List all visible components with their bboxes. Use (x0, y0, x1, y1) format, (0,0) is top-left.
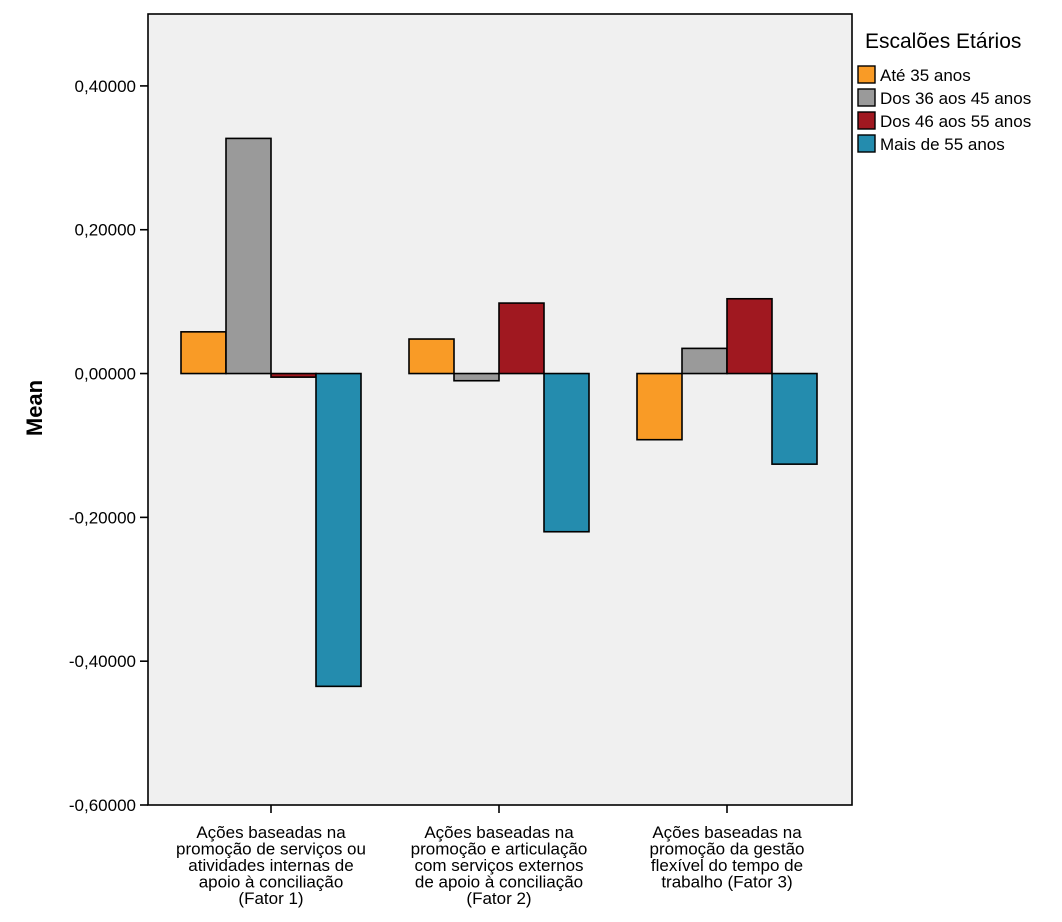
bar-2-category-1 (225, 137, 272, 375)
bar-2-category-2 (453, 372, 500, 382)
legend-title: Escalões Etários (865, 30, 1021, 53)
x-tick-label-line: Ações baseadas na (424, 823, 574, 842)
x-tick-label-line: com serviços externos (414, 856, 583, 875)
x-tick-label-line: Ações baseadas na (196, 823, 346, 842)
y-tick-label: 0,00000 (75, 365, 136, 384)
x-tick-label-line: apoio à conciliação (199, 873, 344, 892)
legend-label: Mais de 55 anos (880, 135, 1005, 154)
y-tick-label: 0,20000 (75, 221, 136, 240)
legend-swatch (857, 65, 876, 84)
x-axis: Ações baseadas na promoção de serviços ou… (176, 805, 805, 908)
y-tick-label: -0,40000 (69, 652, 136, 671)
legend-swatch (857, 111, 876, 130)
x-tick-label-line: promoção da gestão (650, 840, 805, 859)
x-tick-label: Ações baseadas na promoção de serviços ou… (176, 823, 366, 908)
y-axis-label: Mean (22, 380, 47, 436)
y-tick-label: 0,40000 (75, 77, 136, 96)
bar-2-category-3 (681, 347, 728, 375)
bar-1-category-2 (408, 338, 455, 375)
bar-3-category-2 (498, 302, 545, 375)
bar-3-category-1 (270, 372, 317, 378)
legend-label: Até 35 anos (880, 66, 971, 85)
x-tick-label-line: Ações baseadas na (652, 823, 802, 842)
x-tick-label-line: promoção de serviços ou (176, 840, 366, 859)
x-tick-label-line: (Fator 1) (238, 889, 303, 908)
bar-1-category-3 (636, 372, 683, 441)
bar-4-category-3 (771, 372, 818, 465)
legend: Escalões Etários Até 35 anos Dos 36 aos 4… (857, 30, 1031, 154)
bar-3-category-3 (726, 297, 773, 375)
bars-group (180, 137, 818, 688)
bar-1-category-1 (180, 331, 227, 375)
x-tick-label-line: (Fator 2) (466, 889, 531, 908)
bar-4-category-1 (315, 372, 362, 688)
x-tick-label-line: trabalho (Fator 3) (661, 873, 792, 892)
x-tick-label-line: flexível do tempo de (651, 856, 803, 875)
x-tick-label-line: promoção e articulação (411, 840, 588, 859)
legend-label: Dos 46 aos 55 anos (880, 112, 1031, 131)
legend-swatch (857, 88, 876, 107)
legend-swatch (857, 134, 876, 153)
x-tick-label-line: atividades internas de (188, 856, 353, 875)
y-tick-label: -0,20000 (69, 508, 136, 527)
x-tick-label: Ações baseadas na promoção da gestão flexí… (650, 823, 805, 892)
plot-area (147, 13, 853, 806)
bar-4-category-2 (543, 372, 590, 533)
y-tick-label: -0,60000 (69, 796, 136, 815)
x-tick-label: Ações baseadas na promoção e articulação c… (411, 823, 588, 908)
x-tick-label-line: de apoio à conciliação (415, 873, 583, 892)
legend-label: Dos 36 aos 45 anos (880, 89, 1031, 108)
y-axis: -0,60000 -0,40000 -0,20000 0,00000 0,20000 0,… (69, 77, 148, 815)
